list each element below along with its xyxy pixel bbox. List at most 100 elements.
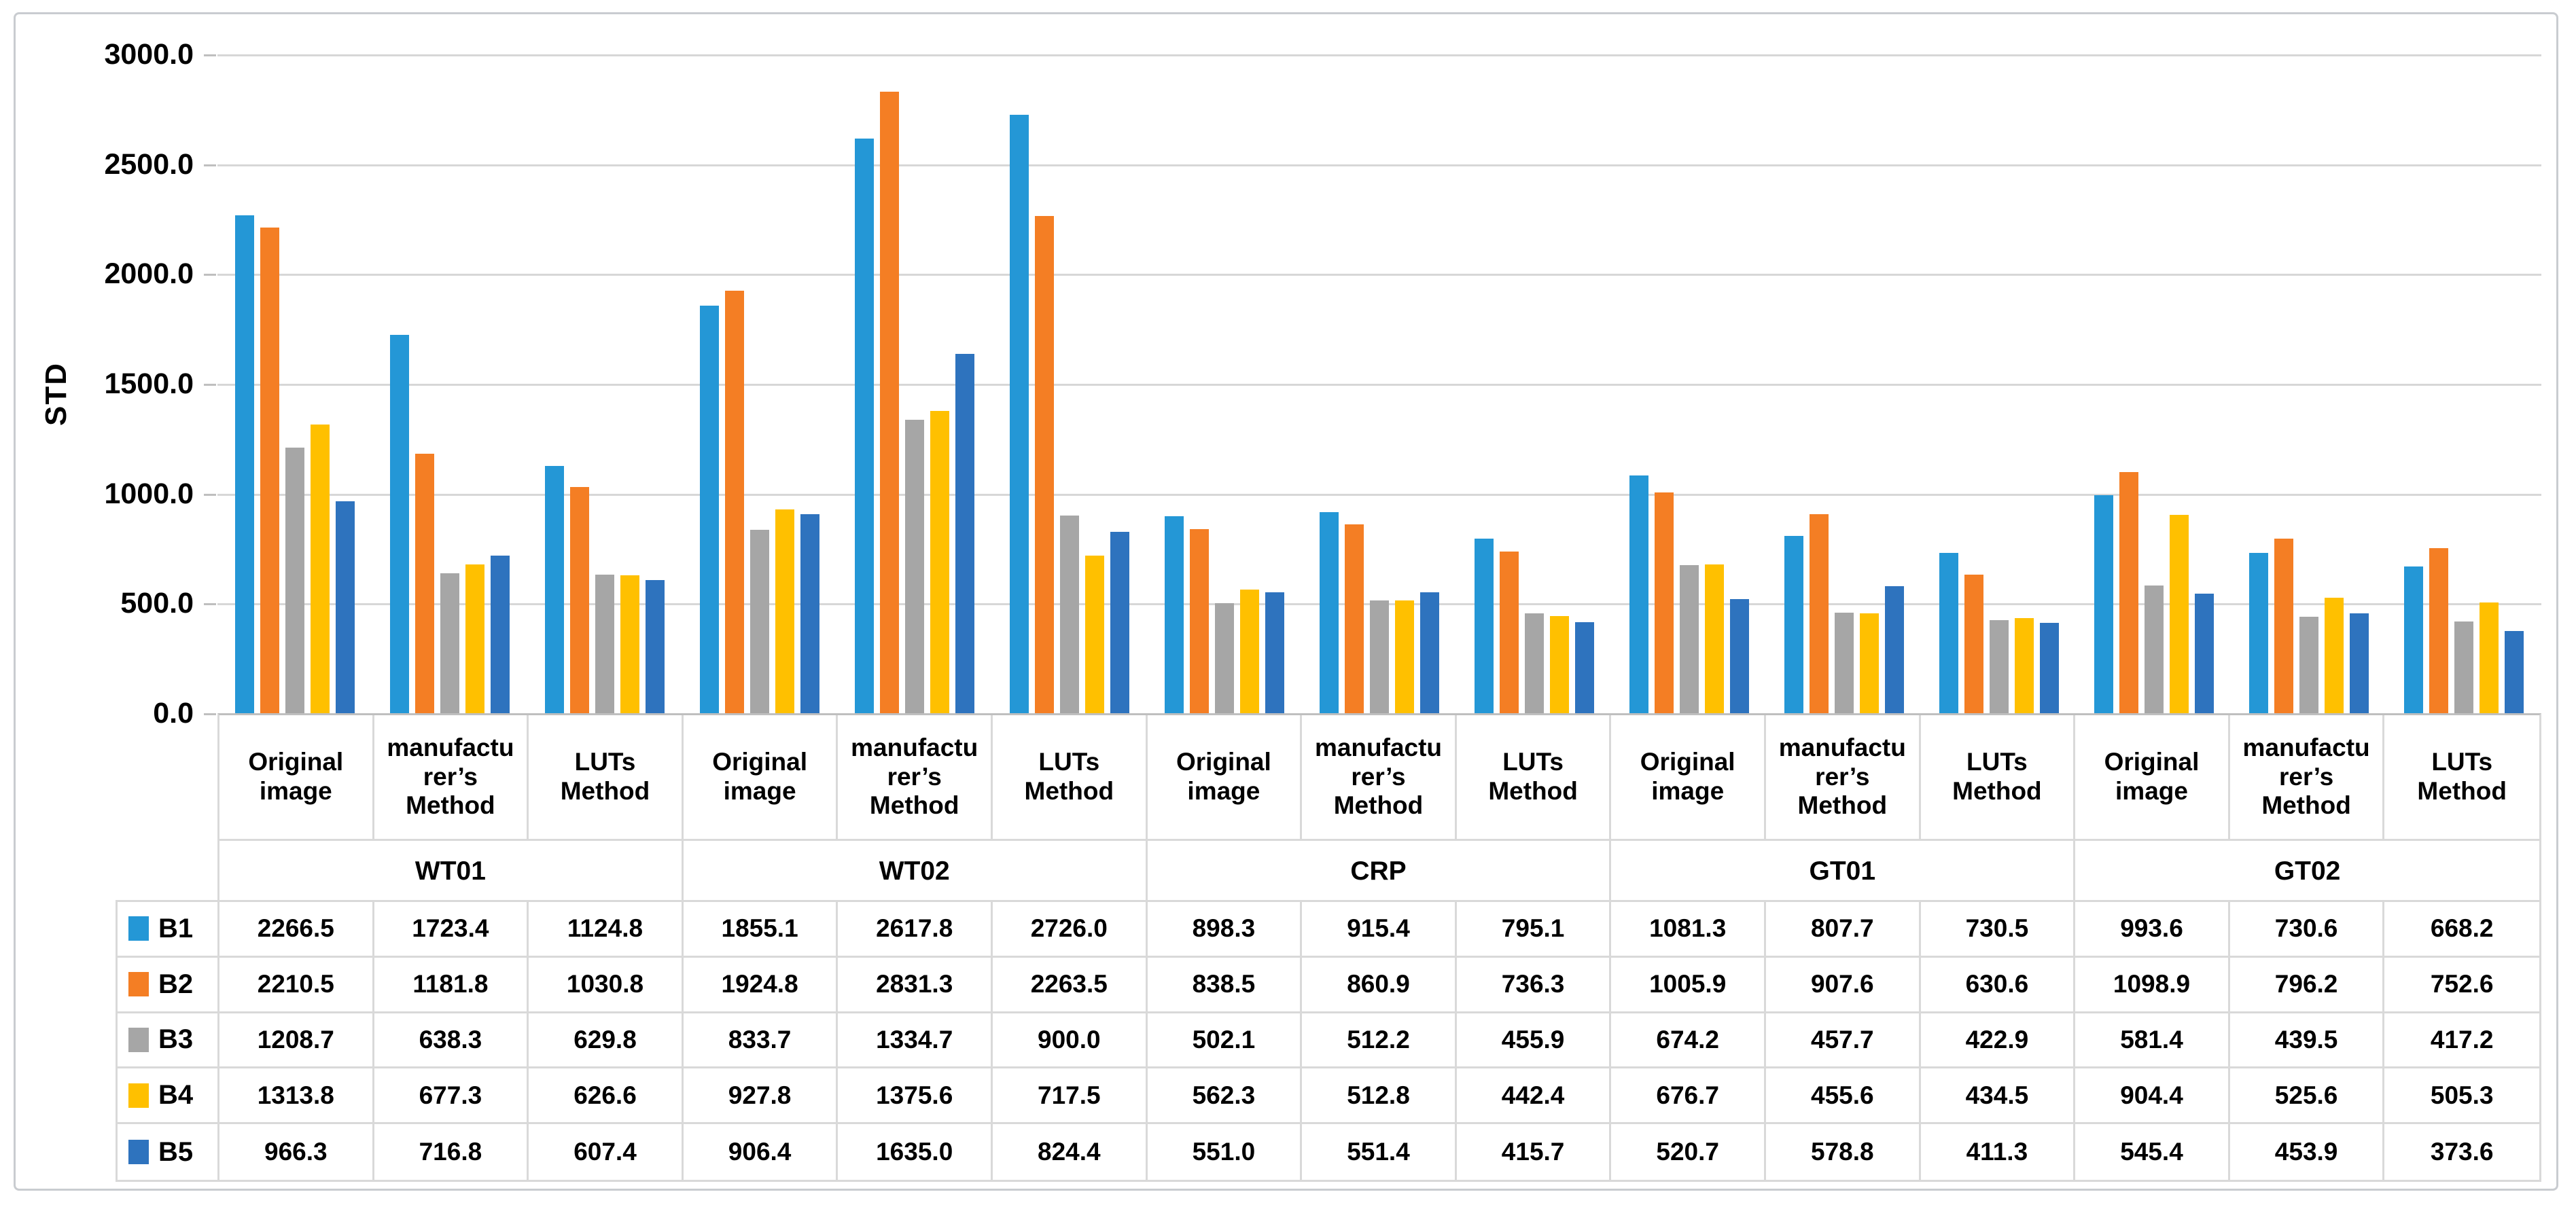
legend-swatch xyxy=(128,972,149,997)
value-cell: 1030.8 xyxy=(529,957,684,1013)
bar-B1-CRP-cat2 xyxy=(1320,512,1339,713)
category-header-cell: Original image xyxy=(219,715,374,841)
value-cell: 993.6 xyxy=(2075,902,2230,958)
bar-B3-CRP-cat3 xyxy=(1525,613,1544,713)
value-cell: 966.3 xyxy=(219,1124,374,1180)
value-cell: 2263.5 xyxy=(993,957,1148,1013)
bar-B2-GT01-cat3 xyxy=(1964,575,1983,713)
bar-B2-GT02-cat2 xyxy=(2274,539,2293,713)
value-cell: 512.2 xyxy=(1302,1013,1457,1069)
value-cell: 752.6 xyxy=(2384,958,2539,1013)
group-header-cell: WT02 xyxy=(684,841,1148,902)
value-cell: 2266.5 xyxy=(219,902,374,958)
y-tick-mark xyxy=(204,603,216,605)
bar-B4-WT02-cat3 xyxy=(1085,556,1104,713)
y-tick-mark xyxy=(204,494,216,496)
series-name: B4 xyxy=(158,1080,194,1111)
bar-B5-GT02-cat2 xyxy=(2350,613,2369,713)
bar-B3-WT01-cat1 xyxy=(285,448,304,713)
value-cell: 736.3 xyxy=(1456,957,1612,1013)
value-cell: 906.4 xyxy=(684,1124,839,1180)
bar-B1-WT02-cat2 xyxy=(855,139,874,713)
legend-key-cell: B1 xyxy=(118,902,219,958)
bar-B2-CRP-cat1 xyxy=(1190,529,1209,713)
value-cell: 1098.9 xyxy=(2075,957,2230,1013)
y-tick-label: 2000.0 xyxy=(104,257,194,290)
series-name: B3 xyxy=(158,1024,194,1055)
category-axis-table: Original image manufacturer’s Method LUTs … xyxy=(217,713,2541,902)
legend-key-cell: B4 xyxy=(118,1068,219,1125)
bar-B2-WT02-cat3 xyxy=(1035,216,1054,713)
value-cell: 411.3 xyxy=(1921,1124,2076,1180)
data-table: B1 2266.5 1723.4 1124.8 1855.1 2617.8 2726.0 89… xyxy=(116,900,2541,1182)
bar-B4-CRP-cat2 xyxy=(1395,600,1414,713)
legend-swatch xyxy=(128,1140,149,1165)
bar-B2-GT02-cat3 xyxy=(2429,548,2448,713)
bar-B5-GT02-cat1 xyxy=(2195,594,2214,713)
value-cell: 676.7 xyxy=(1611,1068,1766,1125)
bar-B5-WT01-cat3 xyxy=(646,580,665,713)
value-cell: 860.9 xyxy=(1302,957,1457,1013)
value-cell: 1124.8 xyxy=(529,902,684,958)
bar-B2-WT02-cat1 xyxy=(725,291,744,713)
value-cell: 626.6 xyxy=(529,1068,684,1125)
bar-B1-GT02-cat1 xyxy=(2094,495,2113,713)
value-cell: 630.6 xyxy=(1920,957,2076,1013)
y-tick-mark xyxy=(204,274,216,276)
series-name: B5 xyxy=(158,1136,194,1167)
value-cell: 2210.5 xyxy=(219,957,374,1013)
bar-B2-GT02-cat1 xyxy=(2119,472,2138,713)
value-cell: 442.4 xyxy=(1456,1068,1612,1125)
bar-B1-GT02-cat2 xyxy=(2249,553,2268,713)
value-cell: 578.8 xyxy=(1766,1124,1921,1180)
bar-B4-GT01-cat3 xyxy=(2015,618,2034,713)
category-header-cell: Original image xyxy=(2075,715,2230,841)
gridline xyxy=(217,54,2541,56)
bar-B2-WT02-cat2 xyxy=(880,92,899,713)
value-cell: 2726.0 xyxy=(993,902,1148,958)
category-header-cell: manufacturer’s Method xyxy=(1766,715,1921,841)
value-cell: 373.6 xyxy=(2430,1138,2494,1166)
value-cell: 417.2 xyxy=(2384,1013,2539,1069)
group-header-cell: WT01 xyxy=(219,841,684,902)
value-cell: 525.6 xyxy=(2229,1068,2385,1125)
bar-B3-GT01-cat2 xyxy=(1835,613,1854,713)
value-cell: 1855.1 xyxy=(683,902,839,958)
bar-B3-GT02-cat3 xyxy=(2454,621,2473,713)
category-header-cell: manufacturer’s Method xyxy=(1302,715,1457,841)
bar-B2-CRP-cat2 xyxy=(1345,524,1364,713)
value-cell: 434.5 xyxy=(1920,1068,2076,1125)
bar-B2-GT01-cat2 xyxy=(1810,514,1829,713)
bar-B1-WT01-cat3 xyxy=(545,466,564,713)
legend-swatch xyxy=(128,1083,149,1108)
value-cell: 898.3 xyxy=(1147,902,1303,958)
value-cell: 674.2 xyxy=(1611,1013,1766,1069)
bar-B4-WT02-cat1 xyxy=(775,509,794,713)
category-header-cell: LUTs Method xyxy=(1920,715,2076,841)
value-cell: 551.0 xyxy=(1148,1124,1303,1180)
value-cell: 562.3 xyxy=(1147,1068,1303,1125)
bar-B5-GT01-cat2 xyxy=(1885,586,1904,713)
category-header-cell: manufacturer’s Method xyxy=(374,715,529,841)
bar-B5-WT02-cat2 xyxy=(955,354,974,713)
bar-B4-GT02-cat1 xyxy=(2170,515,2189,713)
value-cell: 1924.8 xyxy=(683,957,839,1013)
value-cell: 907.6 xyxy=(1766,957,1921,1013)
group-header-cell: CRP xyxy=(1148,841,1612,902)
bar-B5-WT01-cat1 xyxy=(336,501,355,713)
value-cell: 457.7 xyxy=(1766,1013,1921,1069)
gridline xyxy=(217,274,2541,276)
bar-B4-GT01-cat2 xyxy=(1860,613,1879,713)
bar-B2-CRP-cat3 xyxy=(1500,552,1519,713)
legend-key-cell: B2 xyxy=(118,957,219,1013)
bar-B1-WT01-cat2 xyxy=(390,335,409,713)
bar-B1-GT01-cat1 xyxy=(1629,475,1648,713)
value-cell: 716.8 xyxy=(374,1124,529,1180)
y-tick-mark xyxy=(204,713,216,715)
value-cell: 1081.3 xyxy=(1611,902,1766,958)
value-cell: 545.4 xyxy=(2075,1124,2230,1180)
value-cell: 520.7 xyxy=(1611,1124,1766,1180)
value-cell: 730.6 xyxy=(2229,902,2385,958)
gridline xyxy=(217,164,2541,166)
